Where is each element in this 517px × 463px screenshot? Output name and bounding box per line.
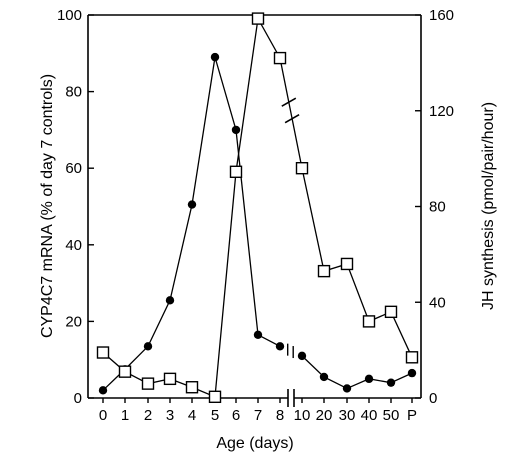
- left-tick-label: 100: [57, 7, 82, 24]
- x-tick-label: 1: [121, 407, 129, 424]
- right-tick-label: 40: [429, 294, 446, 311]
- x-tick-label: 6: [232, 407, 240, 424]
- data-point-square: [141, 377, 155, 390]
- axis-break-marks: [281, 97, 300, 407]
- data-point-square: [185, 381, 199, 394]
- x-tick-label: 3: [166, 407, 174, 424]
- data-point-square: [208, 390, 222, 404]
- x-tick-label: P: [407, 407, 417, 424]
- left-tick-label: 60: [65, 160, 82, 177]
- series-line: [102, 56, 281, 391]
- right-tick-label: 120: [429, 103, 454, 120]
- x-tick-label: 4: [188, 407, 196, 424]
- x-tick-label: 10: [294, 407, 311, 424]
- left-tick-label: 0: [74, 390, 82, 407]
- series-line: [301, 355, 413, 390]
- left-tick-label: 20: [65, 313, 82, 330]
- x-axis-title: Age (days): [216, 435, 293, 452]
- data-point-circle: [275, 342, 285, 351]
- x-tick-label: 5: [211, 407, 219, 424]
- data-point-square: [317, 264, 331, 278]
- plot-frame: [87, 14, 422, 399]
- right-y-axis: 0 40 80 120 160: [415, 7, 454, 407]
- x-tick-label: 2: [144, 407, 152, 424]
- left-y-axis: 0 20 40 60 80 100: [57, 7, 94, 407]
- data-point-square: [405, 351, 419, 364]
- data-point-circle: [319, 372, 329, 382]
- data-point-circle: [342, 384, 352, 393]
- data-point-circle: [165, 296, 175, 305]
- data-point-square: [96, 346, 110, 359]
- data-point-circle: [407, 368, 417, 378]
- left-tick-label: 40: [65, 237, 82, 254]
- x-tick-label: 50: [383, 407, 400, 424]
- data-point-circle: [231, 125, 241, 135]
- right-tick-label: 0: [429, 390, 437, 407]
- series-break-mark: [281, 97, 297, 107]
- data-point-square: [163, 372, 177, 386]
- x-tick-label: 8: [276, 407, 284, 424]
- data-point-circle: [143, 342, 153, 351]
- data-point-square: [229, 165, 243, 178]
- data-point-square: [251, 12, 265, 25]
- data-point-square: [384, 305, 398, 319]
- data-point-circle: [98, 386, 108, 395]
- series-2: [96, 12, 419, 404]
- left-y-axis-title: CYP4C7 mRNA (% of day 7 controls): [39, 74, 56, 338]
- x-tick-label: 40: [361, 407, 378, 424]
- data-point-square: [295, 161, 309, 175]
- series-1: [98, 52, 417, 395]
- x-tick-label: 7: [254, 407, 262, 424]
- x-axis: 0 1 2 3 4 5 6 7 8 10 20 30 40 50 P: [99, 398, 417, 424]
- data-point-circle: [364, 374, 374, 384]
- right-y-axis-title: JH synthesis (pmol/pair/hour): [480, 102, 497, 310]
- data-point-circle: [253, 330, 263, 340]
- data-point-circle: [297, 351, 307, 361]
- x-tick-label: 30: [339, 407, 356, 424]
- right-tick-label: 160: [429, 7, 454, 24]
- data-point-square: [362, 315, 376, 328]
- left-tick-label: 80: [65, 84, 82, 101]
- data-point-circle: [210, 52, 220, 62]
- data-point-circle: [386, 378, 396, 387]
- x-tick-label: 20: [316, 407, 333, 424]
- data-point-square: [273, 51, 287, 65]
- x-tick-label: 0: [99, 407, 107, 424]
- series-line: [102, 16, 413, 398]
- series-break-mark: [284, 113, 300, 124]
- data-point-square: [340, 257, 354, 271]
- right-tick-label: 80: [429, 199, 446, 216]
- data-point-circle: [187, 200, 197, 209]
- series-layer: [96, 12, 419, 404]
- data-point-square: [118, 365, 132, 378]
